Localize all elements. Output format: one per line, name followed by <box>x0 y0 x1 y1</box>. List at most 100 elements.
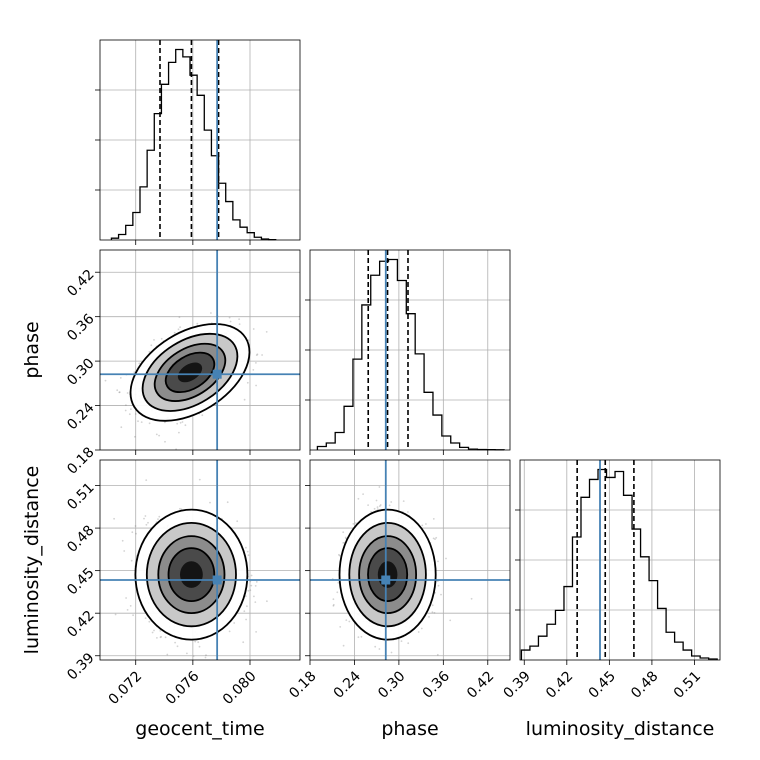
sample-point <box>233 622 236 624</box>
sample-point <box>160 337 163 340</box>
hist-luminosity-distance-xgrid <box>523 460 695 660</box>
sample-point <box>148 422 151 425</box>
sample-point <box>242 641 245 644</box>
sample-point <box>181 421 184 423</box>
scatter-geocent-time-vs-luminosity-distance-xtick-label-0: 0.072 <box>106 668 146 708</box>
sample-point <box>254 585 257 587</box>
sample-point <box>378 648 381 650</box>
sample-point <box>247 589 250 592</box>
sample-point <box>144 617 147 619</box>
sample-point <box>431 604 434 607</box>
sample-point <box>201 414 204 417</box>
sample-point <box>134 413 137 415</box>
sample-point <box>367 504 369 506</box>
sample-point <box>256 353 259 356</box>
sample-point <box>255 581 258 583</box>
sample-point <box>228 630 231 633</box>
sample-point <box>186 652 188 655</box>
sample-point <box>205 654 207 656</box>
sample-point <box>431 611 434 614</box>
sample-point <box>147 521 149 524</box>
sample-point <box>357 636 360 639</box>
sample-point <box>178 431 180 434</box>
sample-point <box>133 371 136 374</box>
sample-point <box>417 631 420 633</box>
sample-point <box>124 409 127 412</box>
y-axis-label-phase: phase <box>21 321 43 378</box>
sample-point <box>379 504 382 506</box>
sample-point <box>435 536 438 539</box>
sample-point <box>253 595 255 598</box>
sample-point <box>148 620 151 623</box>
sample-point <box>375 499 378 502</box>
scatter-geocent-time-vs-phase-body <box>100 250 300 450</box>
hist-luminosity-distance-xtick-label-2: 0.45 <box>586 668 619 701</box>
sample-point <box>428 616 430 618</box>
sample-point <box>126 392 129 394</box>
sample-point <box>137 420 139 423</box>
sample-point <box>338 553 340 556</box>
sample-point <box>145 479 148 481</box>
sample-point <box>135 532 137 535</box>
sample-point <box>247 554 250 557</box>
sample-point <box>236 520 239 523</box>
sample-point <box>164 440 166 443</box>
sample-point <box>238 318 241 320</box>
x-axis-label-geocent-time: geocent_time <box>135 718 264 740</box>
sample-point <box>378 505 381 507</box>
scatter-phase-vs-luminosity-distance-xtick-label-0: 0.18 <box>286 668 319 701</box>
sample-point <box>246 550 249 553</box>
sample-point <box>128 413 131 416</box>
sample-point <box>155 433 158 436</box>
sample-point <box>204 656 207 659</box>
sample-point <box>337 581 340 584</box>
sample-point <box>261 354 263 356</box>
sample-point <box>113 517 115 520</box>
hist-luminosity-distance-xtick-label-0: 0.39 <box>501 668 534 701</box>
sample-point <box>344 536 347 539</box>
sample-point <box>158 515 161 518</box>
sample-point <box>134 525 137 527</box>
sample-point <box>332 603 335 606</box>
sample-point <box>436 653 439 656</box>
sample-point <box>357 497 360 500</box>
scatter-geocent-time-vs-luminosity-distance-xtick-label-2: 0.080 <box>220 668 260 708</box>
sample-point <box>194 640 197 643</box>
sample-point <box>376 508 379 510</box>
scatter-phase-vs-luminosity-distance-truth-marker <box>381 575 391 585</box>
sample-point <box>159 636 162 639</box>
sample-point <box>440 593 442 596</box>
sample-point <box>197 641 200 644</box>
sample-point <box>229 320 232 323</box>
sample-point <box>131 531 134 534</box>
sample-point <box>184 424 187 427</box>
scatter-geocent-time-vs-phase-ytick-label-3: 0.36 <box>64 311 97 344</box>
sample-point <box>449 619 452 622</box>
sample-point <box>255 362 257 364</box>
sample-point <box>130 559 133 562</box>
scatter-geocent-time-vs-luminosity-distance-xtick-label-1: 0.076 <box>163 668 203 708</box>
sample-point <box>164 636 167 639</box>
scatter-phase-vs-luminosity-distance-contour-1 <box>348 521 427 628</box>
scatter-geocent-time-vs-phase-frame <box>99 249 301 451</box>
scatter-phase-vs-luminosity-distance-contour-3 <box>367 547 409 602</box>
scatter-geocent-time-vs-phase-ytick-label-4: 0.42 <box>64 267 97 300</box>
sample-point <box>116 389 119 392</box>
scatter-geocent-time-vs-luminosity-distance-truth-marker <box>212 575 222 585</box>
sample-point <box>470 597 473 600</box>
sample-point <box>250 584 253 587</box>
sample-point <box>255 384 257 387</box>
sample-point <box>174 641 177 644</box>
sample-point <box>374 645 377 648</box>
sample-point <box>176 422 179 425</box>
hist-phase-grid <box>305 299 510 401</box>
x-axis-label-luminosity-distance: luminosity_distance <box>526 718 715 740</box>
sample-point <box>245 618 248 621</box>
sample-point <box>246 381 249 384</box>
scatter-geocent-time-vs-luminosity-distance-contour-3 <box>167 547 216 602</box>
sample-point <box>148 350 151 353</box>
sample-point <box>345 619 348 621</box>
scatter-geocent-time-vs-phase-contour-0 <box>129 323 251 422</box>
sample-point <box>179 507 181 510</box>
sample-point <box>120 426 123 429</box>
